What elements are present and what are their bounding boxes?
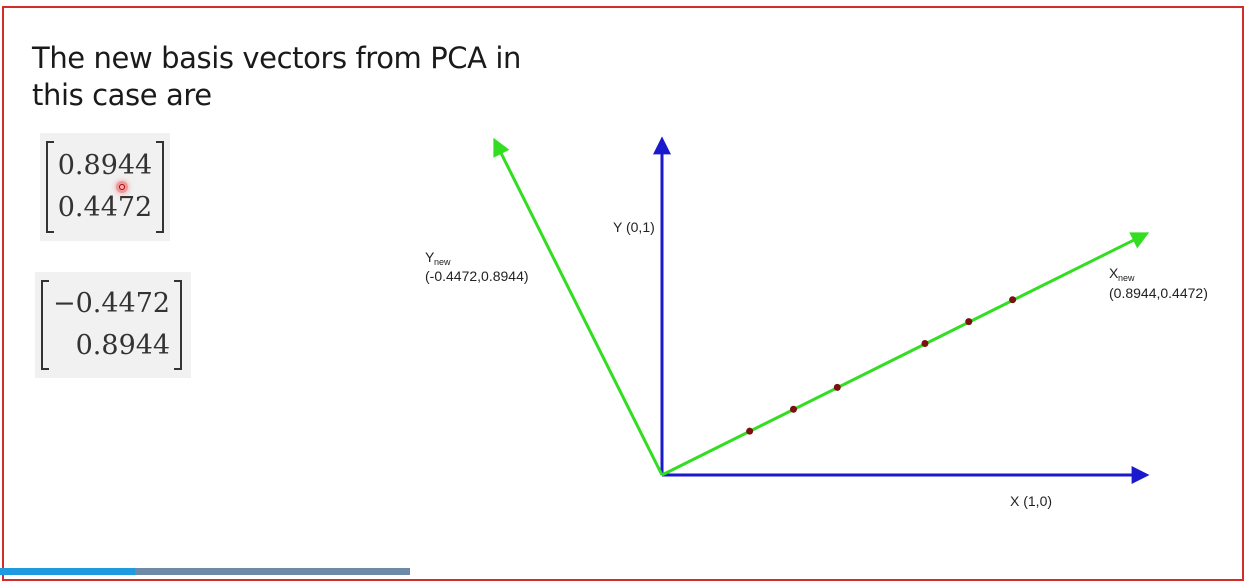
data-point: [921, 340, 929, 348]
data-points: [746, 296, 1017, 435]
x-axis-label: X (1,0): [1010, 493, 1052, 509]
y-new-label-sub: new: [434, 257, 451, 267]
video-progress-fill: [0, 568, 136, 575]
x-new-label: X new (0.8944,0.4472): [1109, 265, 1208, 301]
right-bracket: [156, 141, 164, 233]
data-point: [1009, 296, 1017, 304]
data-point: [965, 318, 973, 326]
video-progress-bar[interactable]: [0, 568, 410, 575]
basis-vector-2: −0.4472 0.8944: [35, 272, 191, 378]
left-bracket: [46, 141, 54, 233]
slide-title: The new basis vectors from PCA in this c…: [32, 41, 522, 112]
y-new-label: Y new (-0.4472,0.8944): [425, 249, 529, 284]
x-new-coords: (0.8944,0.4472): [1109, 285, 1208, 301]
data-point: [789, 405, 797, 413]
pointer-cursor-icon: [116, 181, 128, 193]
y-new-coords: (-0.4472,0.8944): [425, 268, 529, 284]
x-new-axis: [661, 232, 1150, 477]
x-new-label-main: X: [1109, 265, 1119, 281]
vector-1-component-1: 0.8944: [57, 150, 153, 181]
data-point: [833, 383, 841, 391]
vector-1-component-2: 0.4472: [57, 192, 153, 223]
right-bracket: [174, 280, 183, 370]
vector-2-component-2: 0.8944: [75, 330, 171, 361]
x-new-label-sub: new: [1118, 273, 1135, 283]
basis-vector-1: 0.8944 0.4472: [40, 133, 170, 241]
vector-2-component-1: −0.4472: [53, 288, 171, 319]
y-new-label-main: Y: [425, 249, 435, 265]
left-bracket: [41, 280, 49, 370]
y-axis-label: Y (0,1): [613, 219, 655, 235]
data-point: [746, 427, 754, 435]
slide-frame: [2, 6, 1244, 581]
y-new-axis: [493, 137, 664, 476]
